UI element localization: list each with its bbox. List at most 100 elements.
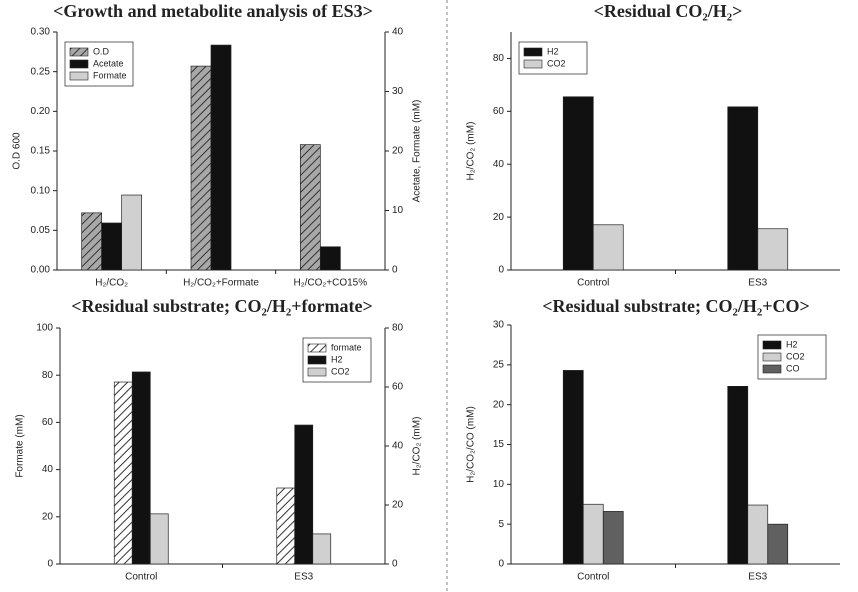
- legend-label: O.D: [93, 46, 110, 56]
- y-tick-label: 60: [493, 106, 505, 117]
- x-tick-label: H₂/CO₂: [95, 278, 128, 289]
- legend-swatch: [523, 47, 543, 57]
- chart-title: <Residual substrate; CO₂/H₂+formate>: [71, 296, 373, 316]
- y-axis-label: O.D 600: [12, 132, 23, 170]
- y2-tick-label: 80: [392, 323, 404, 334]
- y2-tick-label: 20: [392, 500, 404, 511]
- chart-title: <Residual CO₂/H₂>: [594, 1, 743, 21]
- y-tick-label: 25: [493, 359, 505, 370]
- y-tick-label: 0.10: [31, 185, 51, 196]
- legend-label: Formate: [93, 70, 127, 80]
- legend-box: [518, 41, 588, 75]
- y-tick-label: 40: [493, 159, 505, 170]
- y2-tick-label: 10: [392, 205, 404, 216]
- y-tick-label: 0: [498, 265, 504, 276]
- bar: [319, 246, 341, 271]
- bar: [767, 523, 789, 565]
- bar: [747, 504, 769, 565]
- y2-tick-label: 0: [392, 559, 398, 570]
- bar: [727, 385, 749, 565]
- bar: [276, 487, 296, 565]
- legend-swatch: [69, 59, 89, 69]
- bar: [101, 222, 123, 271]
- y-tick-label: 80: [493, 53, 505, 64]
- y-axis-label: Formate (mM): [15, 414, 26, 477]
- legend-swatch: [69, 71, 89, 81]
- bar: [149, 513, 169, 565]
- legend-swatch: [762, 352, 782, 362]
- bar: [582, 503, 604, 565]
- legend-swatch: [762, 364, 782, 374]
- y-tick-label: 30: [493, 320, 505, 331]
- legend-label: formate: [331, 342, 362, 352]
- y-tick-label: 80: [42, 370, 54, 381]
- bar: [81, 212, 103, 271]
- legend-label: H2: [786, 339, 798, 349]
- chart-title: <Residual substrate; CO₂/H₂+CO>: [542, 296, 810, 316]
- x-tick-label: H₂/CO₂+Formate: [183, 278, 259, 289]
- y-tick-label: 10: [493, 479, 505, 490]
- bar: [312, 533, 332, 565]
- legend-swatch: [307, 367, 327, 377]
- bar: [602, 511, 624, 565]
- bar: [121, 194, 143, 271]
- x-tick-label: ES3: [748, 278, 767, 289]
- x-tick-label: Control: [577, 572, 609, 583]
- bar: [113, 381, 133, 565]
- y-tick-label: 0.15: [31, 146, 51, 157]
- y2-axis-label: H₂/CO₂ (mM): [412, 417, 423, 476]
- legend-label: CO2: [331, 366, 350, 376]
- y-tick-label: 0.30: [31, 27, 51, 38]
- legend-swatch: [307, 355, 327, 365]
- y-tick-label: 20: [42, 511, 54, 522]
- legend-label: H2: [331, 354, 343, 364]
- legend-swatch: [307, 343, 327, 353]
- bar: [727, 106, 759, 271]
- y-tick-label: 0.25: [31, 66, 51, 77]
- x-tick-label: ES3: [294, 572, 313, 583]
- y-axis-label: H₂/CO₂/CO (mM): [466, 406, 477, 483]
- y-tick-label: 5: [498, 519, 504, 530]
- bar: [592, 224, 624, 271]
- y-tick-label: 40: [42, 464, 54, 475]
- y2-tick-label: 0: [392, 265, 398, 276]
- bar: [210, 44, 232, 271]
- y-tick-label: 60: [42, 417, 54, 428]
- x-tick-label: H₂/CO₂+CO15%: [294, 278, 368, 289]
- y-tick-label: 0.20: [31, 106, 51, 117]
- y2-tick-label: 60: [392, 382, 404, 393]
- y2-tick-label: 30: [392, 86, 404, 97]
- bar: [299, 144, 321, 271]
- bar: [294, 424, 314, 565]
- y-tick-label: 0: [47, 559, 53, 570]
- legend-label: Acetate: [93, 58, 124, 68]
- y-axis-label: H₂/CO₂ (mM): [466, 122, 477, 181]
- y-tick-label: 100: [36, 323, 53, 334]
- legend-label: CO: [786, 363, 800, 373]
- y-tick-label: 0.00: [31, 265, 51, 276]
- y-tick-label: 20: [493, 399, 505, 410]
- legend-label: H2: [547, 46, 559, 56]
- legend-label: CO2: [547, 58, 566, 68]
- x-tick-label: ES3: [748, 572, 767, 583]
- y2-tick-label: 40: [392, 441, 404, 452]
- y-tick-label: 0.05: [31, 225, 51, 236]
- x-tick-label: Control: [125, 572, 157, 583]
- y-tick-label: 0: [498, 559, 504, 570]
- legend-label: CO2: [786, 351, 805, 361]
- bar: [190, 65, 212, 271]
- y-tick-label: 15: [493, 439, 505, 450]
- y2-tick-label: 40: [392, 27, 404, 38]
- bar: [131, 371, 151, 565]
- legend-swatch: [762, 340, 782, 350]
- bar: [757, 228, 789, 271]
- x-tick-label: Control: [577, 278, 609, 289]
- chart-title: <Growth and metabolite analysis of ES3>: [53, 1, 373, 21]
- legend-swatch: [69, 47, 89, 57]
- y2-tick-label: 20: [392, 146, 404, 157]
- legend-swatch: [523, 59, 543, 69]
- y2-axis-label: Acetate, Formate (mM): [412, 100, 423, 203]
- y-tick-label: 20: [493, 212, 505, 223]
- bar: [562, 96, 594, 271]
